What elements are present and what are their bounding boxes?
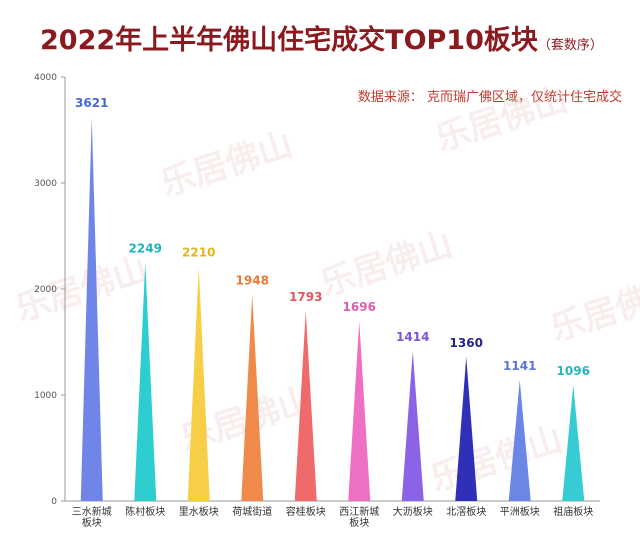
x-tick-label: 里水板块 bbox=[179, 505, 219, 518]
y-tick-label: 0 bbox=[51, 497, 57, 507]
data-label: 1793 bbox=[289, 290, 322, 304]
x-tick-label: 北滘板块 bbox=[446, 505, 486, 518]
y-tick-label: 2000 bbox=[34, 285, 57, 295]
data-label: 2249 bbox=[129, 242, 162, 256]
x-tick-label: 大沥板块 bbox=[393, 505, 433, 518]
watermark-text: 乐居佛山 bbox=[431, 80, 573, 160]
source-note: 数据来源： 克而瑞广佛区域，仅统计住宅成交 bbox=[357, 90, 622, 105]
x-tick-label: 板块 bbox=[349, 516, 369, 529]
x-tick-label: 荷城街道 bbox=[232, 505, 272, 518]
x-tick-label: 祖庙板块 bbox=[553, 505, 593, 518]
bar bbox=[348, 321, 371, 501]
bar bbox=[187, 266, 210, 501]
data-label: 1360 bbox=[450, 336, 483, 350]
x-tick-label: 板块 bbox=[82, 516, 102, 529]
bar bbox=[401, 351, 424, 501]
watermark-text: 乐居佛山 bbox=[156, 125, 298, 205]
chart-subtitle: （套数序） bbox=[537, 38, 603, 53]
chart-title: 2022年上半年佛山住宅成交TOP10板块（套数序） bbox=[40, 18, 603, 57]
y-tick-label: 1000 bbox=[34, 391, 57, 401]
chart-title-text: 2022年上半年佛山住宅成交TOP10板块 bbox=[40, 25, 538, 56]
data-label: 2210 bbox=[182, 246, 215, 260]
bar bbox=[455, 356, 478, 501]
bar bbox=[562, 384, 585, 501]
data-label: 1948 bbox=[236, 274, 269, 288]
data-label: 1696 bbox=[343, 300, 376, 314]
y-tick-label: 3000 bbox=[34, 179, 57, 189]
data-label: 1414 bbox=[396, 330, 429, 344]
x-tick-label: 西江新城 bbox=[339, 505, 379, 518]
data-label: 1141 bbox=[503, 359, 536, 373]
x-tick-label: 陈村板块 bbox=[125, 505, 165, 518]
watermark-text: 乐居佛山 bbox=[426, 420, 568, 500]
y-tick-label: 4000 bbox=[34, 73, 57, 83]
x-tick-label: 容桂板块 bbox=[286, 505, 326, 518]
watermark-text: 乐居佛山 bbox=[316, 225, 458, 305]
bar bbox=[294, 310, 317, 501]
data-label: 3621 bbox=[75, 96, 108, 110]
watermark-text: 乐居佛山 bbox=[11, 250, 153, 330]
bar bbox=[80, 117, 103, 501]
x-tick-label: 平洲板块 bbox=[500, 505, 540, 518]
bar bbox=[241, 294, 264, 501]
bar bbox=[134, 262, 157, 501]
bar bbox=[508, 380, 531, 501]
watermark-text: 乐居佛山 bbox=[546, 270, 640, 350]
data-label: 1096 bbox=[557, 364, 590, 378]
x-tick-label: 三水新城 bbox=[72, 505, 112, 518]
